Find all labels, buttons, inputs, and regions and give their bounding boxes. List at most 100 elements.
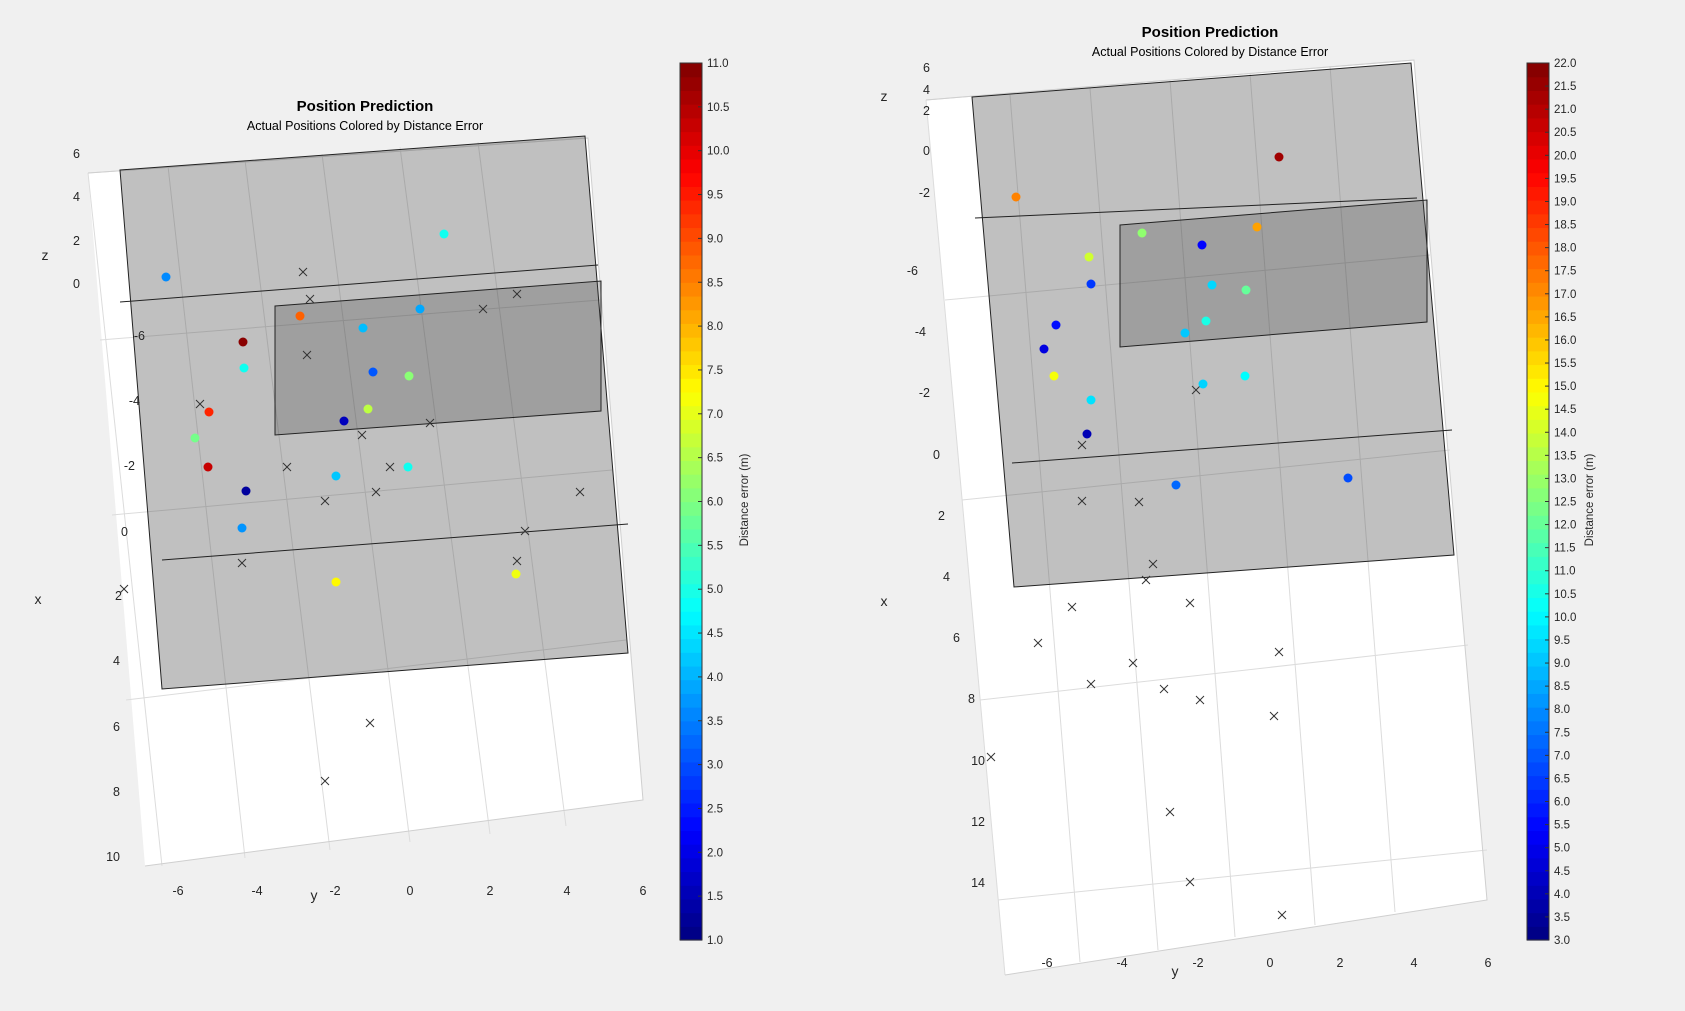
colorbar-segment xyxy=(1527,364,1549,379)
x-axis-label: x xyxy=(35,591,42,607)
colorbar-tick-label: 21.0 xyxy=(1554,104,1576,116)
grid-line xyxy=(321,153,411,843)
colorbar-tick-label: 7.0 xyxy=(1554,750,1570,762)
colorbar-segment xyxy=(1527,885,1549,900)
colorbar-tick-label: 8.0 xyxy=(707,321,723,333)
actual-point xyxy=(1240,371,1250,381)
colorbar-tick-label: 6.5 xyxy=(707,453,723,465)
grid-line xyxy=(167,165,246,859)
colorbar-segment xyxy=(680,693,702,708)
z-tick-label: 6 xyxy=(73,147,80,161)
colorbar-segment xyxy=(1527,487,1549,503)
x-tick-label: 0 xyxy=(933,448,940,462)
colorbar-tick-label: 19.0 xyxy=(1554,196,1576,208)
predicted-marker xyxy=(520,526,530,536)
colorbar-segment xyxy=(680,309,702,324)
colorbar-segment xyxy=(1527,117,1549,133)
x-tick-label: -4 xyxy=(915,325,926,339)
actual-point xyxy=(1051,320,1061,330)
colorbar-segment xyxy=(1527,624,1549,640)
colorbar-segment xyxy=(680,487,702,503)
predicted-marker-stroke xyxy=(1033,638,1043,648)
predicted-marker xyxy=(512,289,522,299)
colorbar-tick-label: 11.0 xyxy=(1554,566,1576,578)
colorbar-segment xyxy=(1527,871,1549,886)
colorbar-segment xyxy=(680,611,702,626)
predicted-marker-stroke xyxy=(1195,695,1205,705)
colorbar-segment xyxy=(680,748,702,763)
colorbar-label: Distance error (m) xyxy=(739,454,751,547)
colorbar-tick-label: 20.5 xyxy=(1554,127,1576,139)
colorbar-segment xyxy=(1527,337,1549,352)
colorbar-segment xyxy=(680,254,702,270)
predicted-marker-stroke xyxy=(195,399,205,409)
predicted-marker-stroke xyxy=(1077,496,1087,506)
predicted-marker xyxy=(1274,647,1284,657)
colorbar-segment xyxy=(680,885,702,900)
predicted-marker-stroke xyxy=(986,752,996,762)
colorbar-segment xyxy=(1527,844,1549,859)
y-tick-label: -2 xyxy=(329,884,340,898)
x-tick-label: 0 xyxy=(121,525,128,539)
colorbar-segment xyxy=(680,912,702,927)
colorbar-tick-label: 12.5 xyxy=(1554,497,1576,509)
colorbar-segment xyxy=(680,624,702,640)
actual-point xyxy=(1241,285,1251,295)
chart-title: Position Prediction xyxy=(1142,24,1279,41)
actual-point xyxy=(239,363,249,373)
colorbar-segment xyxy=(680,871,702,886)
colorbar-segment xyxy=(1527,309,1549,324)
x-tick-label: 2 xyxy=(115,589,122,603)
colorbar-tick-label: 13.0 xyxy=(1554,473,1576,485)
colorbar-tick-label: 7.5 xyxy=(707,365,723,377)
colorbar-segment xyxy=(680,90,702,105)
colorbar-tick-label: 11.5 xyxy=(1554,543,1576,555)
colorbar-segment xyxy=(680,857,702,873)
colorbar-tick-label: 3.0 xyxy=(707,760,723,772)
colorbar-segment xyxy=(680,761,702,777)
colorbar-tick-label: 1.5 xyxy=(707,891,723,903)
colorbar-tick-label: 9.5 xyxy=(707,190,723,202)
grid-line xyxy=(125,639,627,701)
colorbar-segment xyxy=(1527,570,1549,585)
predicted-marker xyxy=(512,556,522,566)
z-axis-label: z xyxy=(881,88,888,104)
predicted-marker xyxy=(1033,638,1043,648)
colorbar-tick-label: 8.5 xyxy=(707,277,723,289)
actual-point xyxy=(368,367,378,377)
predicted-marker xyxy=(195,399,205,409)
colorbar-tick-label: 6.0 xyxy=(707,497,723,509)
colorbar-segment xyxy=(680,419,702,434)
actual-point xyxy=(1252,222,1262,232)
colorbar-segment xyxy=(1527,282,1549,297)
colorbar-tick-label: 19.5 xyxy=(1554,173,1576,185)
colorbar-tick-label: 10.0 xyxy=(707,146,729,158)
colorbar-segment xyxy=(680,76,702,92)
grid-line xyxy=(1009,94,1081,963)
predicted-marker xyxy=(371,487,381,497)
colorbar-tick-label: 3.5 xyxy=(707,716,723,728)
colorbar-tick-label: 17.5 xyxy=(1554,266,1576,278)
colorbar-segment xyxy=(680,789,702,804)
actual-point xyxy=(331,471,341,481)
colorbar-segment xyxy=(1527,474,1549,489)
grid-line xyxy=(99,299,601,341)
colorbar-segment xyxy=(1527,76,1549,92)
colorbar-tick-label: 1.0 xyxy=(707,935,723,947)
colorbar-segment xyxy=(680,528,702,544)
colorbar-segment xyxy=(1527,789,1549,804)
z-tick-label: 0 xyxy=(73,277,80,291)
y-tick-label: 4 xyxy=(1411,956,1418,970)
actual-point xyxy=(439,229,449,239)
predicted-marker xyxy=(1165,807,1175,817)
predicted-marker-stroke xyxy=(282,462,292,472)
colorbar-segment xyxy=(680,391,702,407)
predicted-marker xyxy=(1159,684,1169,694)
predicted-marker xyxy=(320,776,330,786)
z-tick-label: -2 xyxy=(919,186,930,200)
colorbar-tick-label: 9.0 xyxy=(1554,658,1570,670)
colorbar-segment xyxy=(680,145,702,160)
colorbar-tick-label: 6.5 xyxy=(1554,773,1570,785)
room-box-edge xyxy=(1011,429,1453,464)
